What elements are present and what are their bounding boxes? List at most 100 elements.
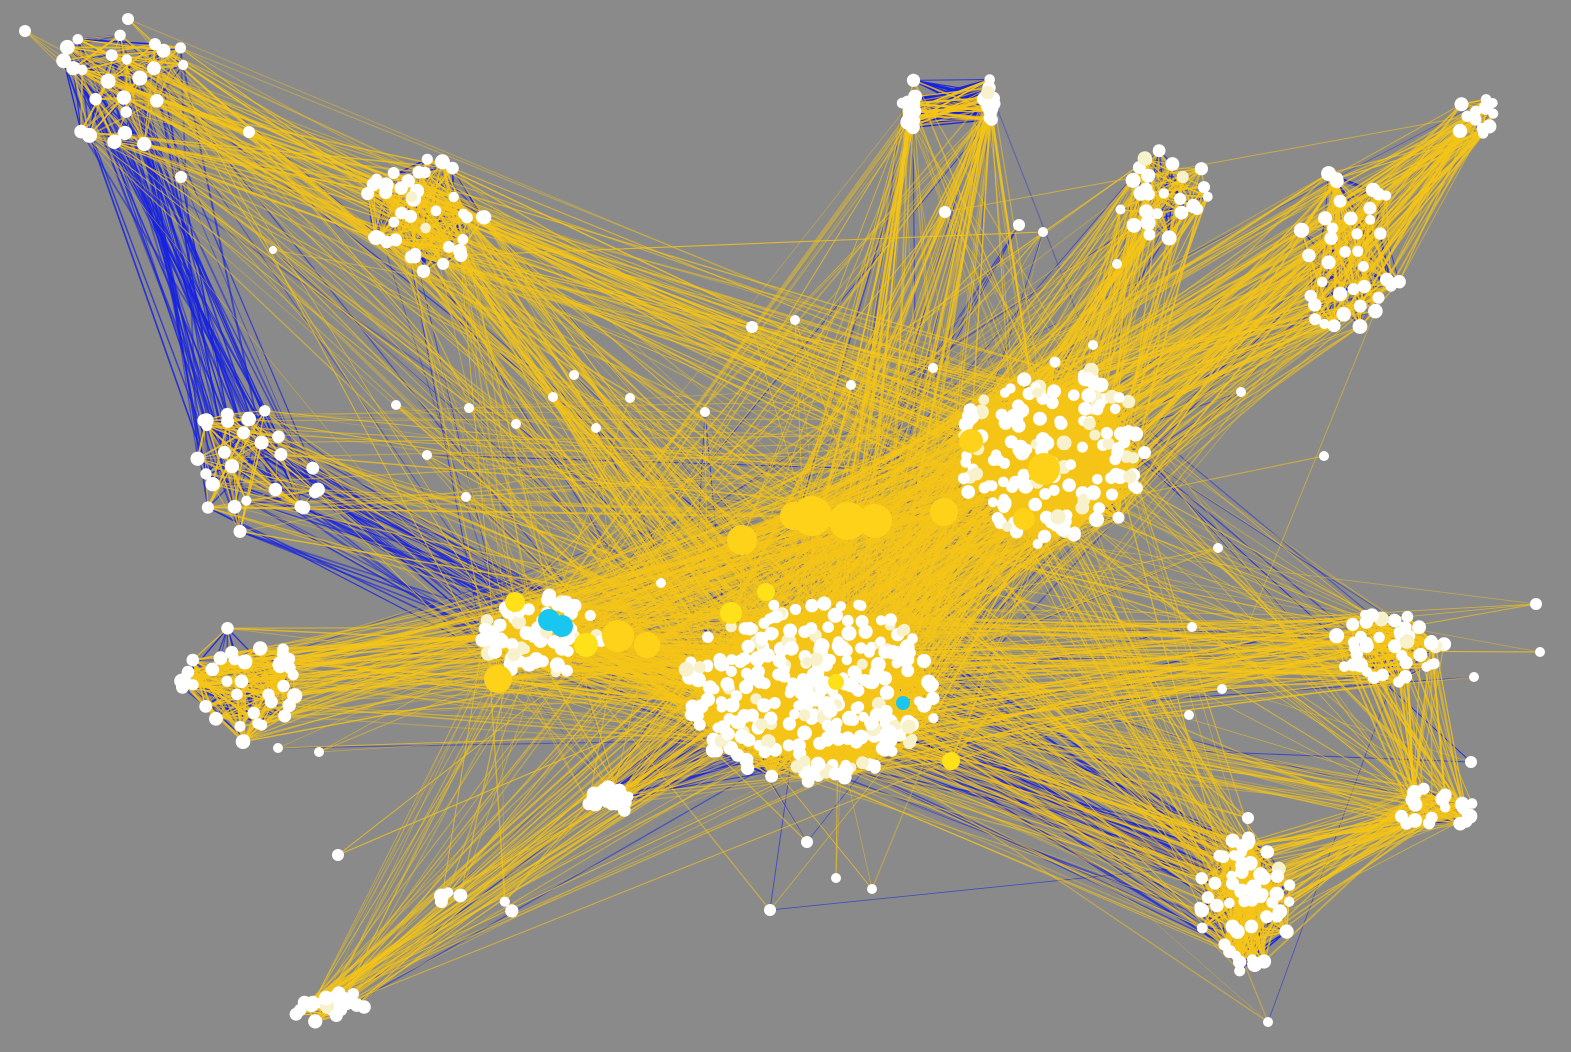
graph-node[interactable] [217, 445, 231, 459]
graph-node[interactable] [1225, 833, 1240, 848]
graph-node[interactable] [213, 651, 228, 666]
graph-node[interactable] [1004, 435, 1019, 449]
graph-node[interactable] [746, 321, 758, 333]
graph-node[interactable] [983, 112, 996, 124]
graph-node[interactable] [1394, 809, 1408, 823]
graph-node[interactable] [1083, 417, 1096, 431]
graph-node[interactable] [567, 598, 582, 613]
graph-node[interactable] [272, 658, 286, 672]
graph-node[interactable] [268, 482, 283, 497]
graph-node[interactable] [231, 688, 243, 701]
graph-node[interactable] [237, 654, 253, 670]
graph-node[interactable] [1100, 427, 1114, 440]
graph-node[interactable] [272, 430, 285, 444]
graph-node[interactable] [863, 646, 875, 658]
graph-node[interactable] [1176, 170, 1189, 184]
graph-node[interactable] [282, 698, 296, 713]
graph-node[interactable] [772, 653, 787, 668]
graph-node[interactable] [277, 643, 289, 655]
graph-node[interactable] [582, 797, 596, 811]
graph-node[interactable] [1201, 891, 1215, 904]
graph-node[interactable] [1349, 642, 1361, 655]
graph-node[interactable] [1396, 650, 1408, 662]
graph-node[interactable] [494, 633, 509, 648]
graph-node[interactable] [957, 472, 970, 485]
graph-node[interactable] [1225, 919, 1240, 934]
graph-node[interactable] [293, 1003, 307, 1017]
graph-node[interactable] [842, 710, 857, 726]
graph-node[interactable] [499, 896, 510, 907]
graph-node[interactable] [434, 154, 450, 170]
graph-node[interactable] [591, 423, 601, 433]
graph-node[interactable] [1065, 459, 1077, 470]
graph-node[interactable] [1260, 845, 1275, 859]
graph-node[interactable] [1244, 919, 1259, 934]
graph-node[interactable] [461, 492, 471, 502]
graph-node[interactable] [1333, 194, 1347, 208]
graph-node[interactable] [487, 644, 502, 659]
graph-node[interactable] [421, 153, 433, 165]
graph-node[interactable] [1060, 524, 1072, 536]
graph-node[interactable] [1365, 182, 1381, 198]
graph-node[interactable] [842, 614, 854, 627]
graph-node[interactable] [178, 59, 189, 71]
graph-node[interactable] [1269, 886, 1285, 902]
graph-node[interactable] [1351, 228, 1363, 240]
graph-node[interactable] [1454, 97, 1469, 112]
graph-node[interactable] [730, 690, 743, 702]
graph-node[interactable] [1174, 192, 1187, 205]
graph-node[interactable] [1319, 451, 1329, 461]
graph-node[interactable] [1161, 230, 1177, 246]
graph-node[interactable] [1106, 488, 1118, 501]
graph-node[interactable] [1068, 526, 1081, 539]
graph-node[interactable] [332, 986, 346, 1000]
graph-node[interactable] [505, 592, 525, 612]
graph-node[interactable] [1038, 227, 1048, 237]
graph-node[interactable] [310, 482, 325, 497]
graph-node[interactable] [306, 461, 320, 475]
graph-node[interactable] [745, 708, 759, 722]
node-layer[interactable] [19, 13, 1545, 1029]
graph-node[interactable] [1272, 904, 1288, 919]
graph-node[interactable] [755, 633, 768, 646]
graph-node[interactable] [1208, 876, 1222, 890]
graph-node[interactable] [1487, 98, 1498, 108]
graph-node[interactable] [361, 187, 375, 201]
graph-node[interactable] [1187, 622, 1197, 632]
graph-node[interactable] [822, 702, 838, 718]
graph-node[interactable] [1357, 279, 1371, 294]
graph-node[interactable] [849, 682, 862, 694]
graph-node[interactable] [797, 725, 812, 741]
graph-node[interactable] [841, 654, 852, 666]
graph-node[interactable] [237, 426, 251, 440]
graph-node[interactable] [1138, 446, 1151, 460]
graph-node[interactable] [137, 136, 152, 152]
graph-node[interactable] [821, 719, 834, 732]
graph-node[interactable] [457, 234, 469, 245]
graph-node[interactable] [1535, 647, 1545, 657]
graph-node[interactable] [1081, 388, 1096, 403]
graph-node[interactable] [252, 718, 264, 729]
graph-node[interactable] [1234, 965, 1246, 977]
graph-node[interactable] [1368, 303, 1383, 319]
graph-node[interactable] [1115, 204, 1126, 215]
graph-node[interactable] [283, 653, 296, 665]
graph-node[interactable] [705, 743, 721, 758]
graph-node[interactable] [519, 626, 534, 641]
graph-node[interactable] [1456, 801, 1470, 815]
graph-node[interactable] [1453, 816, 1467, 831]
graph-node[interactable] [105, 49, 118, 62]
graph-node[interactable] [1343, 211, 1358, 226]
graph-node[interactable] [755, 718, 768, 731]
graph-node[interactable] [1137, 151, 1153, 166]
graph-node[interactable] [107, 134, 122, 149]
graph-node[interactable] [186, 653, 200, 667]
graph-node[interactable] [1365, 608, 1379, 623]
graph-node[interactable] [716, 720, 731, 735]
graph-node[interactable] [89, 93, 102, 106]
graph-node[interactable] [1346, 658, 1360, 672]
graph-node[interactable] [1186, 198, 1201, 214]
graph-node[interactable] [1365, 214, 1376, 225]
graph-node[interactable] [228, 653, 241, 666]
